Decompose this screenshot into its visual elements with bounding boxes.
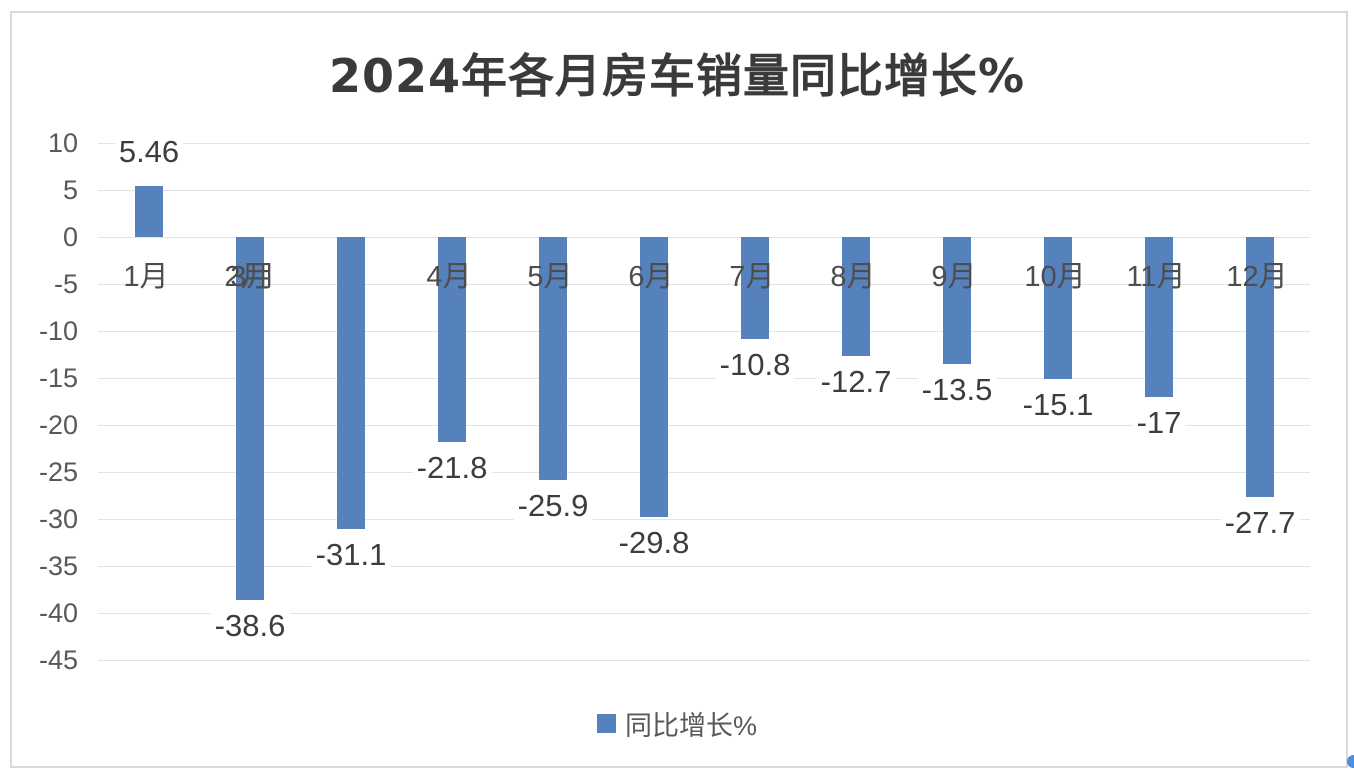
data-label-11月: -17 — [1132, 405, 1186, 441]
gridline-0 — [98, 237, 1310, 238]
x-axis-label-10月: 10月 — [1024, 261, 1086, 293]
y-axis-tick-label: 10 — [47, 128, 78, 158]
data-label-8月: -12.7 — [816, 364, 896, 400]
bar-5月 — [539, 237, 567, 480]
data-label-5月: -25.9 — [513, 488, 593, 524]
y-axis-tick-label: -35 — [38, 551, 78, 581]
bar-4月 — [438, 237, 466, 442]
data-label-3月: -31.1 — [311, 537, 391, 573]
bar-1月 — [135, 186, 163, 237]
data-label-1月: 5.46 — [114, 134, 184, 170]
data-label-7月: -10.8 — [715, 347, 795, 383]
x-axis-label-3月: 3月 — [230, 261, 276, 293]
gridline--5 — [98, 284, 1310, 285]
bar-6月 — [640, 237, 668, 517]
data-label-6月: -29.8 — [614, 525, 694, 561]
y-axis-tick-label: 0 — [62, 222, 78, 252]
x-axis-label-1月: 1月 — [123, 261, 169, 293]
bar-10月 — [1044, 237, 1072, 379]
data-label-10月: -15.1 — [1018, 387, 1098, 423]
y-axis-tick-label: -5 — [53, 269, 78, 299]
y-axis-tick-label: -45 — [38, 645, 78, 675]
data-label-12月: -27.7 — [1220, 505, 1300, 541]
y-axis-tick-label: -25 — [38, 457, 78, 487]
y-axis-tick-label: 5 — [62, 175, 78, 205]
bar-11月 — [1145, 237, 1173, 397]
gridline-5 — [98, 190, 1310, 191]
bar-7月 — [741, 237, 769, 339]
y-axis-tick-label: -20 — [38, 410, 78, 440]
x-axis-label-5月: 5月 — [527, 261, 573, 293]
legend: 同比增长% — [0, 704, 1354, 743]
x-axis-label-2月: 2月 — [224, 261, 270, 293]
gridline--45 — [98, 660, 1310, 661]
gridline--15 — [98, 378, 1310, 379]
bar-2月 — [236, 237, 264, 600]
y-axis-tick-label: -15 — [38, 363, 78, 393]
gridline--25 — [98, 472, 1310, 473]
data-label-9月: -13.5 — [917, 372, 997, 408]
legend-label: 同比增长% — [624, 711, 757, 741]
corner-dot-icon — [1347, 755, 1354, 768]
x-axis-label-9月: 9月 — [931, 261, 977, 293]
gridline--10 — [98, 331, 1310, 332]
x-axis-label-12月: 12月 — [1226, 261, 1288, 293]
gridline--35 — [98, 566, 1310, 567]
bar-12月 — [1246, 237, 1274, 497]
gridline--20 — [98, 425, 1310, 426]
bar-3月 — [337, 237, 365, 529]
bar-9月 — [943, 237, 971, 364]
x-axis-label-8月: 8月 — [830, 261, 876, 293]
y-axis-tick-label: -30 — [38, 504, 78, 534]
y-axis-tick-label: -40 — [38, 598, 78, 628]
gridline--40 — [98, 613, 1310, 614]
x-axis-label-4月: 4月 — [426, 261, 472, 293]
data-label-4月: -21.8 — [412, 450, 492, 486]
x-axis-label-11月: 11月 — [1126, 261, 1186, 293]
gridline--30 — [98, 519, 1310, 520]
y-axis-tick-label: -10 — [38, 316, 78, 346]
data-label-2月: -38.6 — [210, 608, 290, 644]
x-axis-label-6月: 6月 — [628, 261, 674, 293]
chart-title: 2024年各月房车销量同比增长% — [328, 49, 1026, 103]
x-axis-label-7月: 7月 — [729, 261, 775, 293]
gridline-10 — [98, 143, 1310, 144]
bar-8月 — [842, 237, 870, 356]
legend-swatch-icon — [596, 714, 616, 733]
